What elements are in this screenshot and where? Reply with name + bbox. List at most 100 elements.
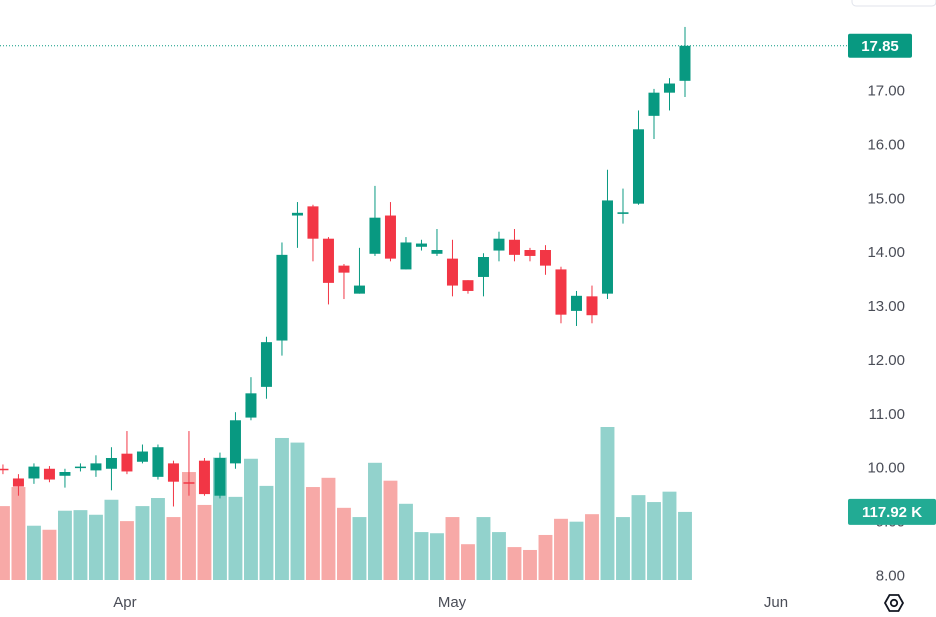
volume-bar [492, 532, 506, 580]
candle-body [307, 206, 319, 239]
toolbar-button[interactable] [851, 0, 936, 7]
candle-body [384, 215, 396, 259]
candle-body [74, 466, 86, 469]
candle-body [12, 478, 24, 487]
y-tick-label: 12.00 [867, 352, 905, 369]
volume-bar [647, 502, 661, 580]
volume-bar [275, 437, 289, 580]
volume-bar [89, 514, 103, 580]
volume-bar [368, 462, 382, 580]
candle-body [276, 254, 288, 341]
y-tick-label: 10.00 [867, 460, 905, 477]
volume-bar [182, 472, 196, 580]
volume-bar [399, 503, 413, 580]
candle-body [28, 466, 40, 479]
candle-body [524, 250, 536, 256]
last-volume-label: 117.92 K [862, 504, 922, 521]
volume-bar [0, 506, 10, 580]
volume-bar [569, 521, 584, 580]
candle-body [431, 250, 443, 254]
volume-bar [585, 514, 599, 580]
candle-body [245, 393, 257, 418]
candle-body [198, 460, 210, 495]
candle-body [291, 212, 303, 216]
volume-bar [538, 534, 553, 580]
candle-body [632, 129, 644, 204]
volume-bar [73, 510, 88, 580]
candle-body [90, 463, 102, 471]
candle-body [415, 243, 427, 247]
candle-body [555, 269, 567, 315]
candle-body [322, 238, 334, 283]
candle-body [493, 238, 505, 251]
candle-body [121, 453, 133, 472]
volume-bar [523, 549, 537, 580]
candle-body [477, 257, 489, 277]
candle-body [43, 468, 55, 480]
volume-bar [337, 507, 351, 580]
volume-bar [197, 504, 212, 580]
y-tick-label: 13.00 [867, 298, 905, 315]
volume-bar [554, 518, 568, 580]
candle-body [679, 45, 691, 81]
candle-body [183, 482, 195, 484]
y-tick-label: 15.00 [867, 190, 905, 207]
volume-bar [352, 517, 367, 580]
volume-bar [383, 480, 398, 580]
candle-body [539, 250, 551, 266]
candle-body [648, 92, 660, 116]
y-tick-label: 8.00 [876, 567, 905, 584]
volume-bar [321, 477, 336, 580]
volume-bar [461, 544, 475, 580]
candle-body [59, 472, 71, 476]
candle-body [369, 217, 381, 254]
volume-bar [306, 487, 320, 580]
volume-bar [151, 498, 165, 580]
volume-bar [135, 506, 150, 580]
volume-bar [662, 491, 677, 580]
candle-body [338, 265, 350, 273]
volume-bar [631, 495, 646, 580]
volume-bar [476, 517, 491, 580]
y-tick-label: 17.00 [867, 83, 905, 100]
candle-body [663, 83, 675, 93]
last-price-badge [848, 33, 912, 58]
candle-body [0, 468, 9, 471]
candle-body [508, 239, 520, 255]
volume-bar [290, 442, 305, 580]
candle-body [105, 457, 117, 469]
candle-body [353, 285, 365, 294]
y-tick-label: 14.00 [867, 244, 905, 261]
volume-bar [259, 485, 274, 580]
volume-bar [166, 517, 181, 580]
volume-bar [104, 499, 119, 580]
x-tick-label: May [438, 594, 467, 611]
candle-body [617, 212, 629, 214]
last-price-label: 17.85 [861, 38, 899, 55]
volume-bar [26, 525, 41, 580]
candle-body [446, 258, 458, 286]
candle-body [260, 342, 272, 387]
settings-icon[interactable] [883, 594, 905, 612]
volume-bar [244, 458, 258, 580]
candle-body [152, 447, 164, 477]
volume-bar [42, 529, 57, 580]
candle-body [462, 280, 474, 291]
volume-bar [11, 487, 26, 580]
candle-body [214, 457, 226, 496]
candle-body [570, 295, 582, 311]
x-tick-label: Jun [764, 594, 788, 611]
y-tick-label: 16.00 [867, 136, 905, 153]
volume-bar [507, 547, 522, 580]
candle-body [601, 200, 613, 294]
candle-body [586, 296, 598, 316]
x-tick-label: Apr [113, 594, 136, 611]
volume-bar [445, 517, 460, 580]
volume-bar [616, 517, 630, 580]
candle-body [136, 451, 148, 462]
volume-bar [414, 532, 429, 580]
volume-bar [430, 533, 444, 580]
candle-body [400, 242, 412, 270]
last-volume-badge [848, 498, 936, 525]
